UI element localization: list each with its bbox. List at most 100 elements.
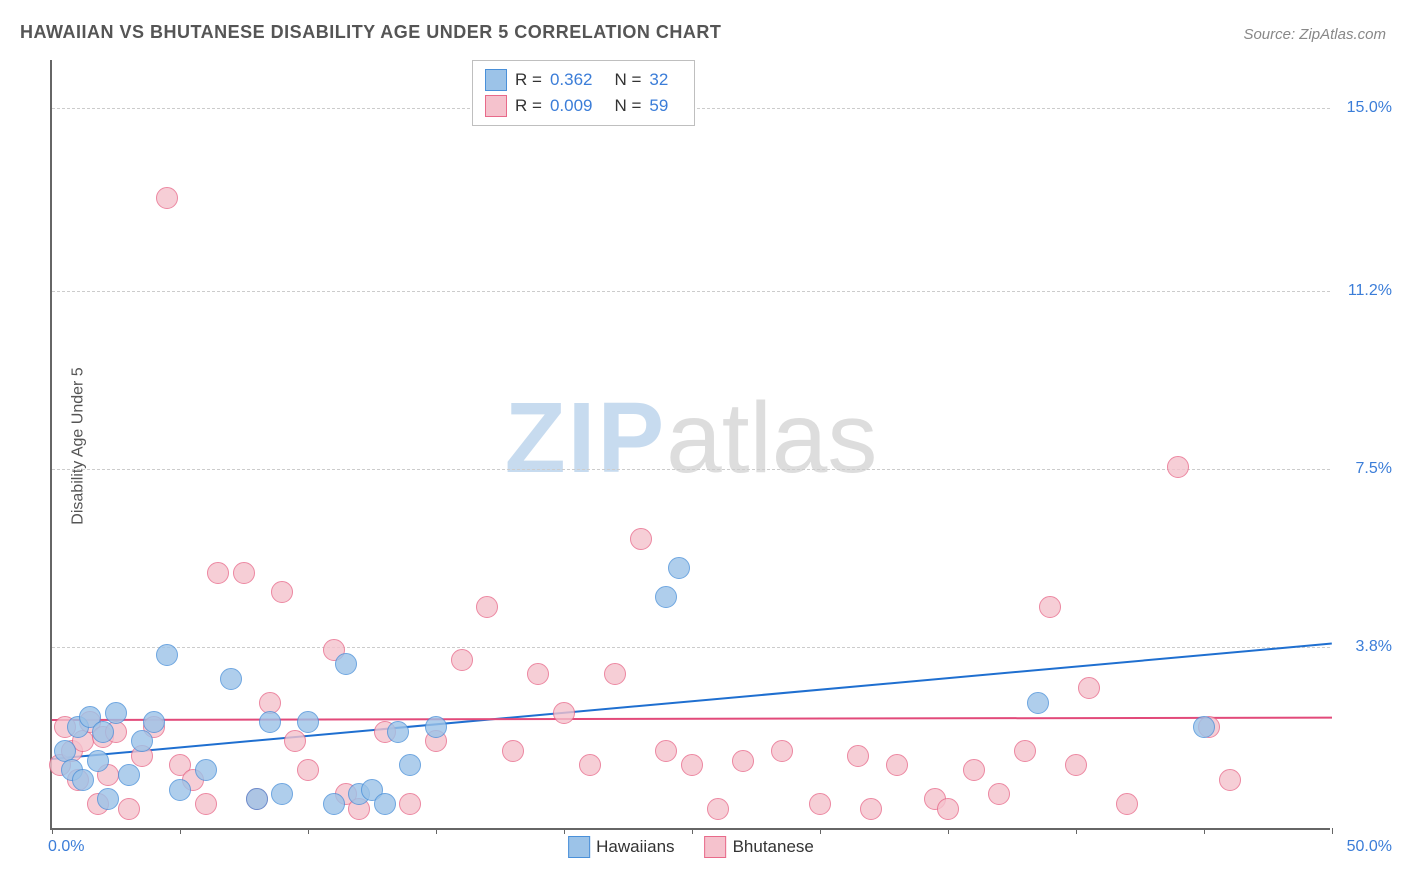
n-label: N =: [614, 70, 641, 90]
data-point: [860, 798, 882, 820]
data-point: [732, 750, 754, 772]
data-point: [143, 711, 165, 733]
data-point: [297, 711, 319, 733]
data-point: [707, 798, 729, 820]
data-point: [1027, 692, 1049, 714]
data-point: [387, 721, 409, 743]
data-point: [97, 788, 119, 810]
data-point: [207, 562, 229, 584]
r-value-hawaiian: 0.362: [550, 70, 593, 90]
data-point: [195, 759, 217, 781]
swatch-hawaiian-icon: [485, 69, 507, 91]
data-point: [169, 779, 191, 801]
x-tick: [564, 828, 565, 834]
y-tick-label: 15.0%: [1347, 99, 1392, 117]
data-point: [1065, 754, 1087, 776]
n-value-hawaiian: 32: [649, 70, 668, 90]
data-point: [399, 793, 421, 815]
data-point: [323, 793, 345, 815]
data-point: [131, 730, 153, 752]
watermark-zip: ZIP: [505, 382, 667, 494]
plot-area: ZIPatlas 3.8%7.5%11.2%15.0% 0.0% 50.0% R…: [50, 60, 1330, 830]
data-point: [963, 759, 985, 781]
x-tick: [1204, 828, 1205, 834]
data-point: [809, 793, 831, 815]
bottom-legend-label-hawaiian: Hawaiians: [596, 837, 674, 857]
data-point: [655, 586, 677, 608]
data-point: [1039, 596, 1061, 618]
data-point: [1014, 740, 1036, 762]
data-point: [988, 783, 1010, 805]
data-point: [72, 769, 94, 791]
x-axis-min-label: 0.0%: [48, 838, 84, 856]
data-point: [87, 750, 109, 772]
data-point: [297, 759, 319, 781]
data-point: [156, 187, 178, 209]
data-point: [118, 798, 140, 820]
data-point: [374, 793, 396, 815]
data-point: [92, 721, 114, 743]
stats-row-bhutanese: R = 0.009 N = 59: [485, 93, 682, 119]
x-tick: [820, 828, 821, 834]
data-point: [271, 581, 293, 603]
data-point: [233, 562, 255, 584]
x-tick: [180, 828, 181, 834]
bottom-legend-bhutanese: Bhutanese: [705, 836, 814, 858]
x-tick: [948, 828, 949, 834]
x-tick: [1076, 828, 1077, 834]
data-point: [1116, 793, 1138, 815]
data-point: [1078, 677, 1100, 699]
data-point: [1219, 769, 1241, 791]
data-point: [476, 596, 498, 618]
data-point: [886, 754, 908, 776]
x-axis-max-label: 50.0%: [1347, 838, 1392, 856]
bottom-swatch-hawaiian-icon: [568, 836, 590, 858]
stats-row-hawaiian: R = 0.362 N = 32: [485, 67, 682, 93]
y-tick-label: 3.8%: [1356, 638, 1392, 656]
bottom-legend: Hawaiians Bhutanese: [568, 836, 814, 858]
data-point: [655, 740, 677, 762]
data-point: [451, 649, 473, 671]
data-point: [284, 730, 306, 752]
data-point: [246, 788, 268, 810]
bottom-legend-hawaiian: Hawaiians: [568, 836, 674, 858]
data-point: [937, 798, 959, 820]
data-point: [271, 783, 293, 805]
n-label-2: N =: [614, 96, 641, 116]
regression-line-hawaiians: [52, 642, 1332, 759]
chart-title: HAWAIIAN VS BHUTANESE DISABILITY AGE UND…: [20, 22, 721, 43]
data-point: [118, 764, 140, 786]
x-tick: [692, 828, 693, 834]
data-point: [1167, 456, 1189, 478]
x-tick: [308, 828, 309, 834]
n-value-bhutanese: 59: [649, 96, 668, 116]
stats-legend: R = 0.362 N = 32 R = 0.009 N = 59: [472, 60, 695, 126]
gridline: [52, 469, 1330, 470]
x-tick: [1332, 828, 1333, 834]
data-point: [220, 668, 242, 690]
x-tick: [436, 828, 437, 834]
data-point: [335, 653, 357, 675]
r-value-bhutanese: 0.009: [550, 96, 593, 116]
source-label: Source: ZipAtlas.com: [1243, 26, 1386, 43]
data-point: [527, 663, 549, 685]
watermark-atlas: atlas: [666, 382, 877, 494]
gridline: [52, 291, 1330, 292]
watermark: ZIPatlas: [505, 381, 878, 496]
data-point: [195, 793, 217, 815]
gridline: [52, 647, 1330, 648]
y-tick-label: 7.5%: [1356, 460, 1392, 478]
data-point: [105, 702, 127, 724]
data-point: [681, 754, 703, 776]
data-point: [668, 557, 690, 579]
data-point: [156, 644, 178, 666]
r-label-2: R =: [515, 96, 542, 116]
bottom-legend-label-bhutanese: Bhutanese: [733, 837, 814, 857]
regression-line-bhutanese: [52, 717, 1332, 721]
data-point: [1193, 716, 1215, 738]
data-point: [771, 740, 793, 762]
data-point: [847, 745, 869, 767]
x-tick: [52, 828, 53, 834]
bottom-swatch-bhutanese-icon: [705, 836, 727, 858]
swatch-bhutanese-icon: [485, 95, 507, 117]
